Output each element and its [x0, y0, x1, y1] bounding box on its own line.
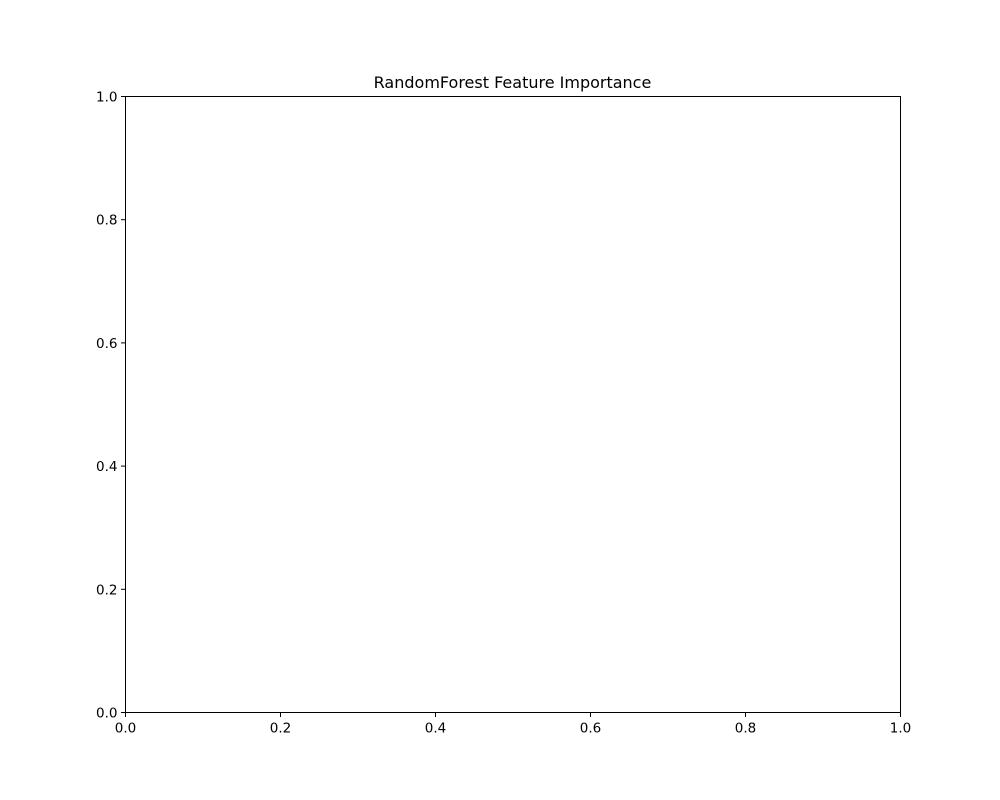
y-tick-label: 0.2 — [96, 582, 117, 598]
y-tick-label: 1.0 — [96, 90, 117, 106]
x-tick-label: 0.0 — [115, 721, 136, 737]
y-axis: 0.0 0.2 0.4 0.6 0.8 1.0 — [96, 90, 126, 722]
x-tick-label: 0.6 — [580, 721, 601, 737]
chart-title: RandomForest Feature Importance — [374, 73, 652, 92]
y-tick-label: 0.4 — [96, 459, 117, 475]
x-axis: 0.0 0.2 0.4 0.6 0.8 1.0 — [115, 712, 911, 737]
x-tick-label: 0.8 — [735, 721, 756, 737]
x-tick-label: 0.2 — [270, 721, 291, 737]
plot-area — [125, 96, 901, 713]
x-tick-label: 0.4 — [425, 721, 446, 737]
y-tick-label: 0.8 — [96, 213, 117, 229]
y-tick-label: 0.6 — [96, 336, 117, 352]
x-tick-label: 1.0 — [890, 721, 911, 737]
y-tick-label: 0.0 — [96, 706, 117, 722]
